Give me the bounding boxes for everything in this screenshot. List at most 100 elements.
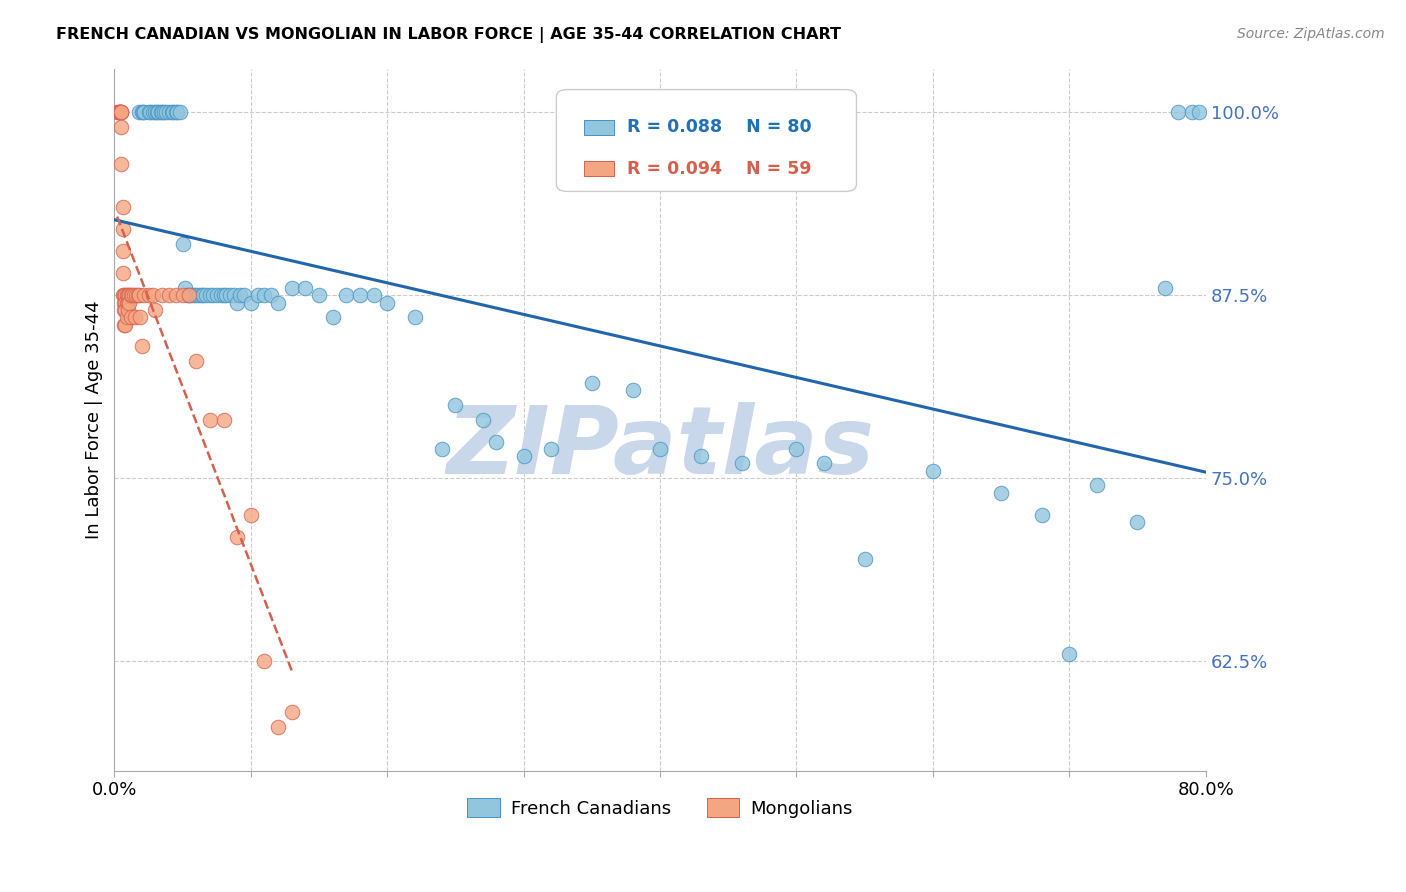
FancyBboxPatch shape <box>557 89 856 192</box>
Point <box>152 105 174 120</box>
Point <box>110 105 132 120</box>
Point <box>198 412 221 426</box>
Point <box>143 302 166 317</box>
Point <box>139 105 162 120</box>
Point <box>117 288 139 302</box>
Point <box>253 654 276 668</box>
Point <box>785 442 807 456</box>
Point <box>120 288 142 302</box>
Point <box>226 530 249 544</box>
Point <box>112 295 135 310</box>
Point <box>110 105 132 120</box>
Point <box>165 288 187 302</box>
Point <box>127 288 149 302</box>
Point <box>125 288 148 302</box>
Point <box>110 156 132 170</box>
Point <box>430 442 453 456</box>
Point <box>172 288 194 302</box>
Point <box>690 449 713 463</box>
Point <box>120 310 142 325</box>
Text: R = 0.088    N = 80: R = 0.088 N = 80 <box>627 119 811 136</box>
Point <box>335 288 357 302</box>
Point <box>512 449 534 463</box>
Point <box>157 105 180 120</box>
Point <box>166 105 188 120</box>
Y-axis label: In Labor Force | Age 35-44: In Labor Force | Age 35-44 <box>86 301 103 539</box>
Point <box>404 310 426 325</box>
Point <box>813 457 835 471</box>
Point <box>1188 105 1211 120</box>
Point <box>219 288 242 302</box>
Point <box>229 288 252 302</box>
Point <box>471 412 494 426</box>
Point <box>146 105 169 120</box>
Point <box>190 288 212 302</box>
Point <box>138 105 160 120</box>
Point <box>115 310 138 325</box>
Point <box>121 288 143 302</box>
Point <box>226 295 249 310</box>
Point <box>1181 105 1204 120</box>
Point <box>194 288 217 302</box>
Point <box>212 412 235 426</box>
Point <box>114 302 136 317</box>
Point <box>143 105 166 120</box>
Point <box>110 105 132 120</box>
Point <box>179 288 201 302</box>
Point <box>731 457 754 471</box>
Point <box>115 288 138 302</box>
Point <box>485 434 508 449</box>
Point <box>111 244 134 259</box>
Point <box>621 384 644 398</box>
Text: Source: ZipAtlas.com: Source: ZipAtlas.com <box>1237 27 1385 41</box>
Point <box>188 288 211 302</box>
Point <box>1167 105 1189 120</box>
Point <box>253 288 276 302</box>
Point <box>186 354 208 368</box>
Point <box>224 288 246 302</box>
Legend: French Canadians, Mongolians: French Canadians, Mongolians <box>460 791 860 825</box>
Point <box>176 288 198 302</box>
Point <box>112 318 135 332</box>
Point <box>111 201 134 215</box>
Point <box>444 398 467 412</box>
Point <box>131 339 153 353</box>
Point <box>209 288 232 302</box>
Point <box>239 508 262 522</box>
Point <box>648 442 671 456</box>
Point <box>172 237 194 252</box>
Point <box>280 281 302 295</box>
Point <box>132 105 155 120</box>
Text: FRENCH CANADIAN VS MONGOLIAN IN LABOR FORCE | AGE 35-44 CORRELATION CHART: FRENCH CANADIAN VS MONGOLIAN IN LABOR FO… <box>56 27 841 43</box>
Point <box>308 288 330 302</box>
Point <box>1057 647 1080 661</box>
Point <box>183 288 205 302</box>
Point <box>122 288 145 302</box>
Point <box>160 105 183 120</box>
Point <box>118 295 141 310</box>
Point <box>246 288 269 302</box>
Point <box>205 288 228 302</box>
Point <box>117 302 139 317</box>
Point <box>155 105 177 120</box>
Text: ZIPatlas: ZIPatlas <box>446 401 875 493</box>
Point <box>105 105 128 120</box>
Point <box>853 551 876 566</box>
Point <box>149 105 172 120</box>
Point <box>114 318 136 332</box>
Point <box>179 288 201 302</box>
Point <box>174 281 197 295</box>
FancyBboxPatch shape <box>583 161 614 177</box>
Point <box>142 105 165 120</box>
Point <box>191 288 214 302</box>
Point <box>108 105 131 120</box>
Point <box>260 288 283 302</box>
Point <box>150 288 173 302</box>
Point <box>201 288 224 302</box>
Point <box>322 310 344 325</box>
Point <box>212 288 235 302</box>
Point <box>540 442 562 456</box>
Point <box>107 105 129 120</box>
Point <box>112 302 135 317</box>
Point <box>215 288 238 302</box>
